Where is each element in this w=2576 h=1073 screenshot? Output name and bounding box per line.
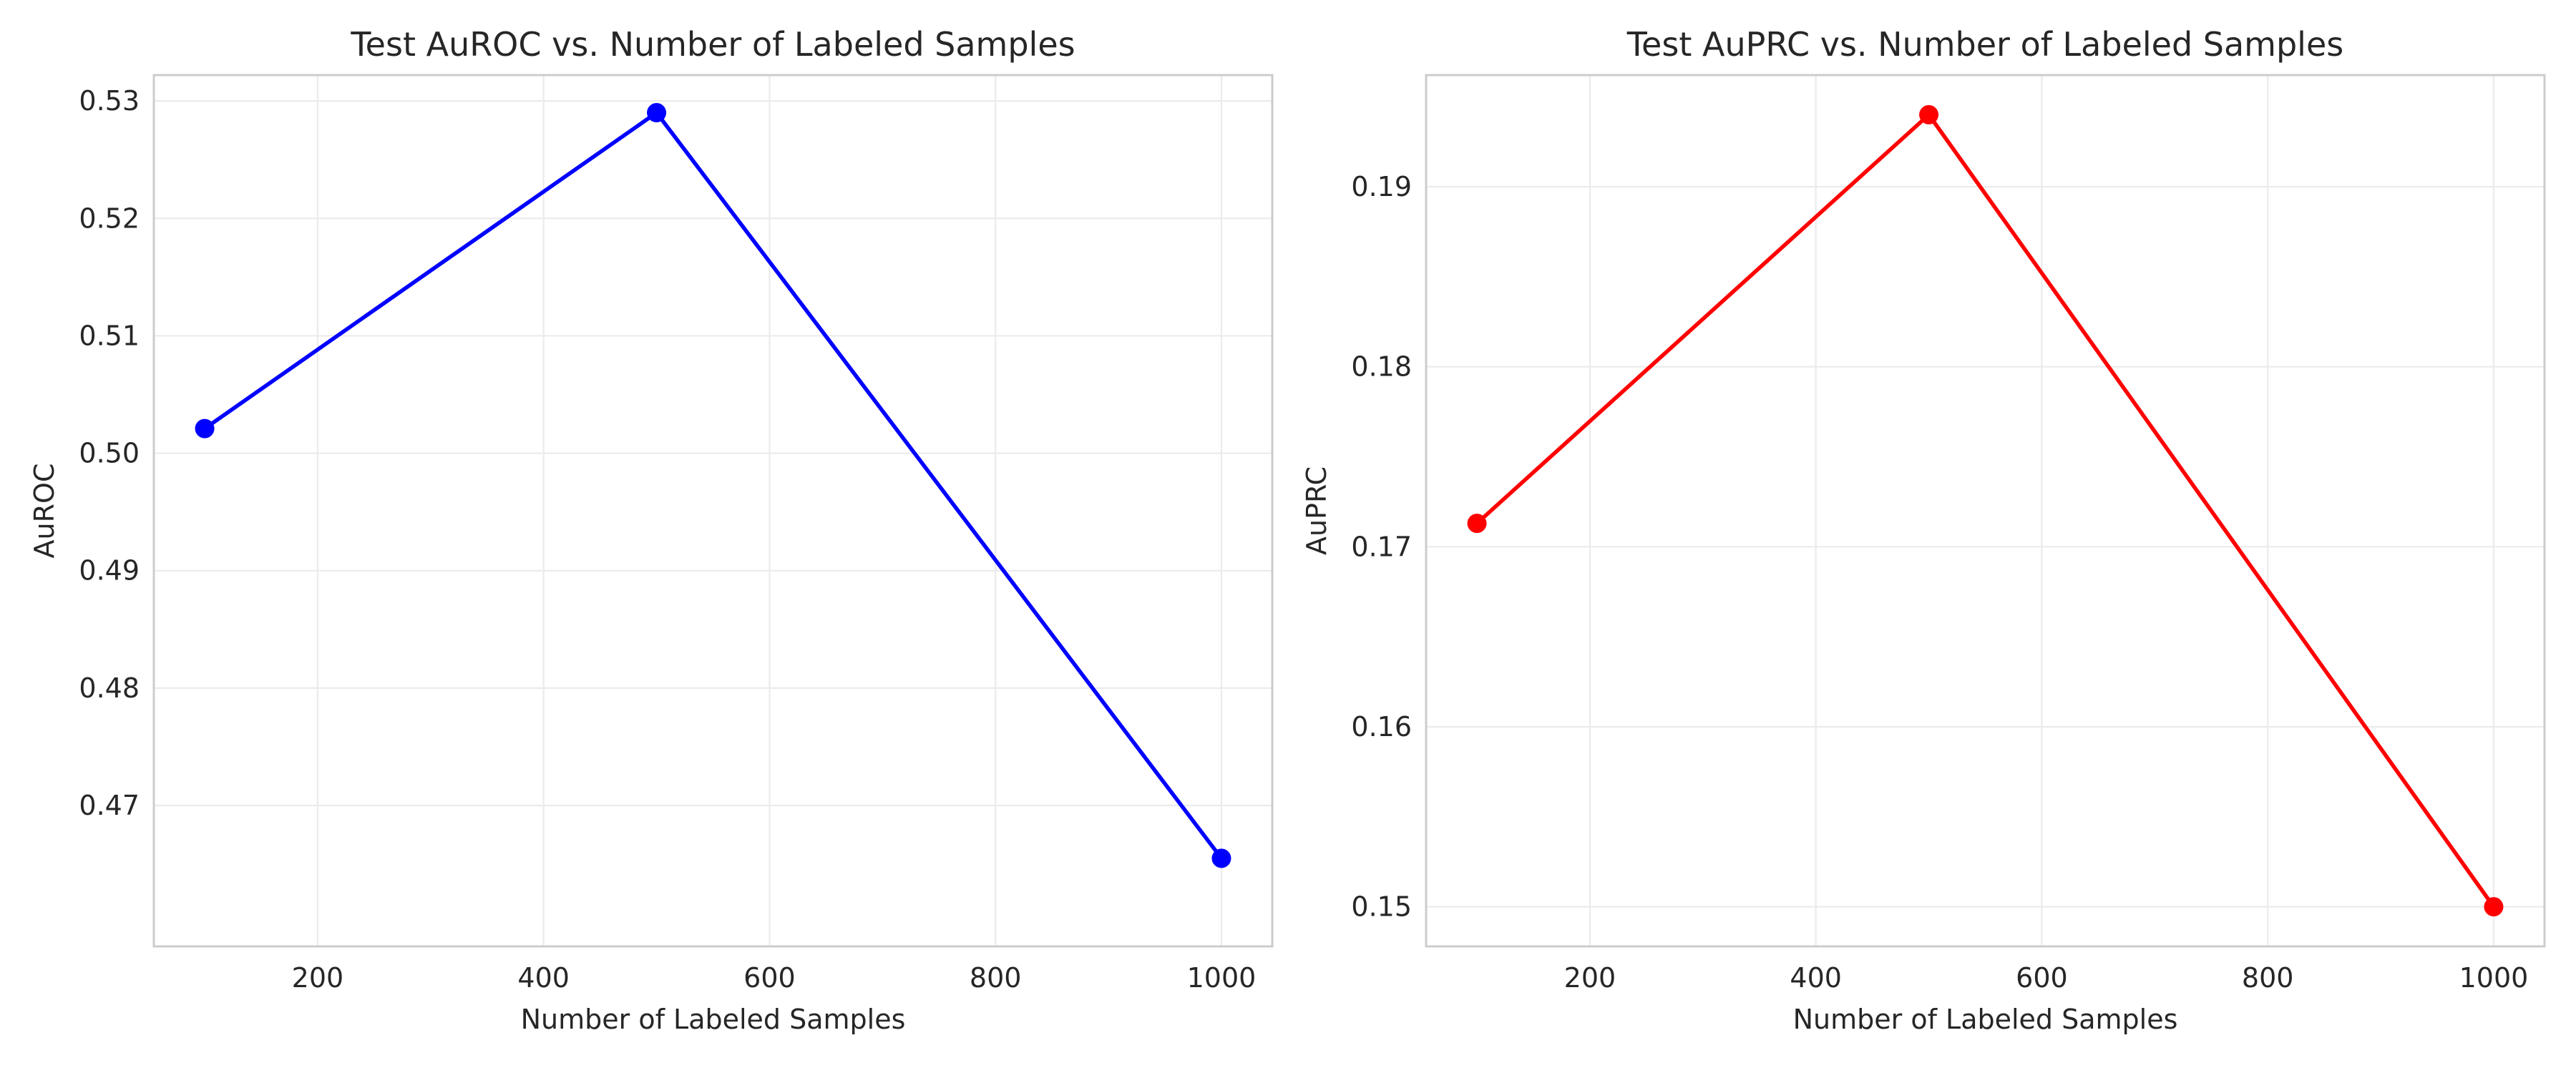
- chart-title: Test AuPRC vs. Number of Labeled Samples: [1626, 25, 2343, 64]
- data-point: [647, 103, 667, 123]
- y-axis-label: AuROC: [29, 464, 60, 559]
- chart-right: 200 400 600 800 1000 0.15 0.16 0.17 0.18 0.19 Test…: [1301, 25, 2546, 1035]
- y-tick-label: 0.16: [1351, 711, 1412, 743]
- x-tick-label: 400: [1790, 962, 1842, 994]
- y-tick-label: 0.48: [79, 672, 140, 704]
- y-tick-label: 0.52: [79, 202, 140, 234]
- plot-frame: [1425, 74, 2546, 948]
- y-axis-label: AuPRC: [1301, 466, 1332, 555]
- series-line: [1475, 112, 2496, 909]
- y-tick-label: 0.50: [79, 438, 140, 469]
- x-tick-label: 800: [2242, 962, 2294, 994]
- data-point: [1211, 848, 1231, 868]
- chart-title: Test AuROC vs. Number of Labeled Samples: [350, 25, 1075, 64]
- x-tick-label: 1000: [2459, 962, 2529, 994]
- y-tick-label: 0.17: [1351, 531, 1412, 562]
- chart-left: 200 400 600 800 1000 0.47 0.48 0.49 0.50 0.51 0.52…: [29, 25, 1274, 1035]
- y-tick-label: 0.51: [79, 320, 140, 351]
- y-tick-label: 0.47: [79, 790, 140, 821]
- y-tick-label: 0.18: [1351, 351, 1412, 383]
- x-axis-label: Number of Labeled Samples: [521, 1004, 906, 1035]
- x-tick-label: 400: [517, 962, 570, 994]
- y-tick-label: 0.19: [1351, 171, 1412, 202]
- data-point: [1919, 104, 1939, 124]
- x-tick-label: 600: [2016, 962, 2068, 994]
- x-tick-label: 600: [743, 962, 796, 994]
- data-point: [195, 418, 215, 438]
- x-tick-label: 1000: [1187, 962, 1257, 994]
- x-axis-label: Number of Labeled Samples: [1793, 1004, 2178, 1035]
- y-tick-label: 0.15: [1351, 891, 1412, 923]
- x-tick-label: 800: [970, 962, 1022, 994]
- y-tick-label: 0.49: [79, 555, 140, 587]
- series-line: [203, 110, 1224, 861]
- x-tick-label: 200: [292, 962, 344, 994]
- x-tick-label: 200: [1564, 962, 1616, 994]
- plot-frame: [152, 74, 1274, 948]
- y-tick-label: 0.53: [79, 85, 140, 117]
- data-point: [1467, 514, 1487, 534]
- data-point: [2484, 897, 2504, 917]
